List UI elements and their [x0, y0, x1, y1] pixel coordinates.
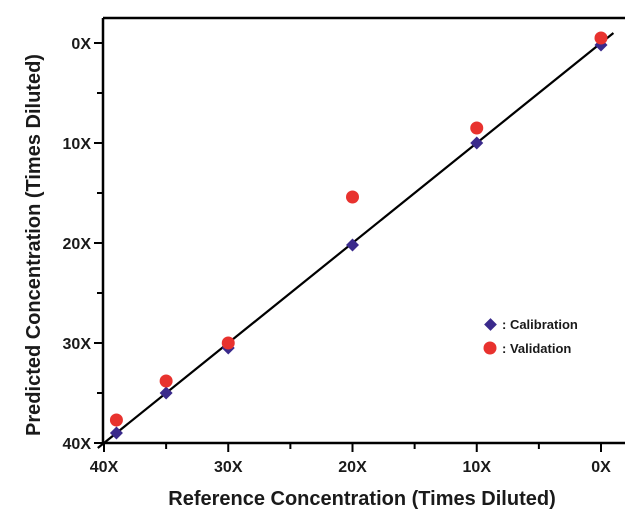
- legend-calibration-marker: [484, 318, 497, 331]
- calibration-point: [159, 386, 173, 400]
- calibration-point: [470, 136, 484, 150]
- calibration-point: [109, 426, 123, 440]
- x-axis-title: Reference Concentration (Times Diluted): [168, 488, 555, 510]
- y-tick-label: 40X: [63, 436, 92, 453]
- legend: : Calibration : Validation: [483, 317, 578, 356]
- validation-point: [346, 190, 359, 204]
- y-tick-label: 10X: [63, 136, 92, 153]
- validation-point: [470, 121, 484, 135]
- calibration-point: [346, 238, 359, 252]
- x-tick-label: 20X: [338, 459, 367, 476]
- validation-point: [594, 31, 608, 45]
- validation-point: [159, 374, 173, 388]
- x-tick-label: 40X: [90, 459, 119, 476]
- y-axis-title: Predicted Concentration (Times Diluted): [23, 54, 45, 436]
- axis-ticks: 40X 30X 20X 10X 0X 0X 10X 20X 30X 40X: [63, 36, 612, 476]
- x-tick-label: 0X: [591, 459, 611, 476]
- data-marks: [97, 31, 615, 449]
- legend-calibration-label: : Calibration: [502, 317, 578, 332]
- plot-area: [101, 16, 625, 445]
- y-tick-label: 0X: [71, 36, 91, 53]
- validation-point: [109, 413, 123, 427]
- fit-line: [97, 32, 615, 449]
- x-tick-label: 10X: [463, 459, 492, 476]
- legend-validation-label: : Validation: [502, 341, 571, 356]
- x-tick-label: 30X: [214, 459, 243, 476]
- validation-point: [221, 336, 235, 350]
- legend-validation-marker: [483, 341, 497, 355]
- y-tick-label: 20X: [63, 236, 92, 253]
- y-tick-label: 30X: [63, 336, 92, 353]
